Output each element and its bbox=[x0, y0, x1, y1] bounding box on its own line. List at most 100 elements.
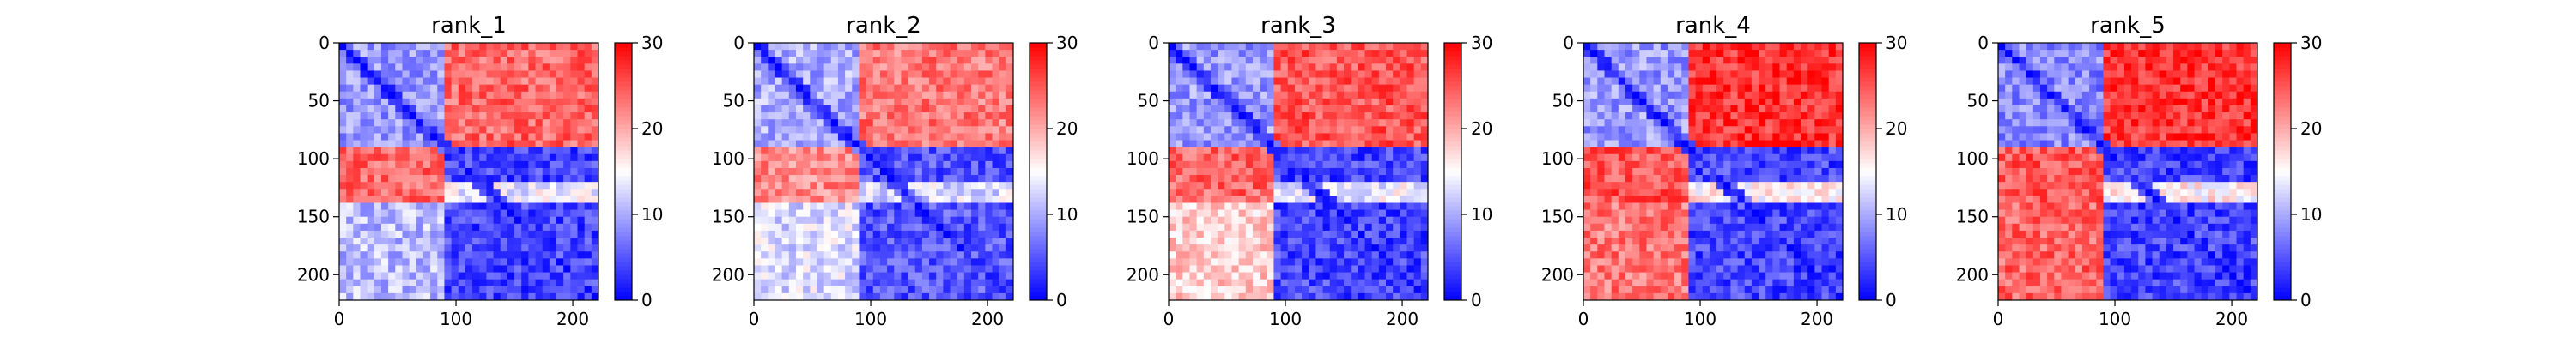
heatmap-cell bbox=[943, 223, 951, 232]
heatmap-cell bbox=[1400, 84, 1407, 93]
heatmap-cell bbox=[845, 251, 853, 259]
heatmap-cell bbox=[1646, 91, 1655, 99]
heatmap-cell bbox=[971, 175, 979, 183]
heatmap-cell bbox=[360, 126, 368, 134]
heatmap-cell bbox=[395, 265, 403, 273]
heatmap-cell bbox=[591, 279, 599, 287]
heatmap-cell bbox=[465, 70, 473, 78]
heatmap-cell bbox=[422, 251, 431, 259]
heatmap-cell bbox=[570, 57, 578, 64]
heatmap-cell bbox=[388, 133, 396, 141]
heatmap-cell bbox=[430, 160, 438, 169]
heatmap-cell bbox=[768, 70, 775, 78]
heatmap-cell bbox=[374, 216, 382, 225]
heatmap-cell bbox=[1814, 70, 1822, 78]
heatmap-cell bbox=[1351, 251, 1358, 259]
heatmap-cell bbox=[921, 244, 930, 252]
heatmap-cell bbox=[1618, 91, 1626, 99]
heatmap-cell bbox=[1378, 258, 1387, 266]
heatmap-cell bbox=[788, 258, 797, 266]
heatmap-cell bbox=[465, 182, 473, 190]
heatmap-cell bbox=[465, 251, 473, 259]
heatmap-cell bbox=[879, 258, 888, 266]
heatmap-cell bbox=[830, 196, 839, 203]
heatmap-cell bbox=[879, 140, 888, 148]
heatmap-cell bbox=[395, 153, 403, 162]
heatmap-cell bbox=[754, 244, 762, 252]
heatmap-cell bbox=[754, 238, 762, 245]
heatmap-cell bbox=[1245, 272, 1254, 280]
heatmap-cell bbox=[549, 77, 557, 86]
heatmap-cell bbox=[1218, 182, 1225, 190]
heatmap-cell bbox=[1176, 189, 1183, 196]
heatmap-cell bbox=[1821, 133, 1830, 141]
heatmap-cell bbox=[788, 292, 797, 301]
heatmap-cell bbox=[1182, 272, 1190, 280]
heatmap-cell bbox=[1336, 292, 1345, 301]
heatmap-cell bbox=[1302, 272, 1309, 280]
heatmap-cell bbox=[367, 112, 375, 120]
heatmap-cell bbox=[1688, 84, 1696, 93]
heatmap-cell bbox=[803, 84, 811, 93]
heatmap-cell bbox=[528, 251, 536, 259]
heatmap-cell bbox=[1611, 63, 1619, 71]
heatmap-cell bbox=[591, 244, 599, 252]
heatmap-cell bbox=[591, 175, 599, 183]
heatmap-cell bbox=[1315, 77, 1323, 86]
heatmap-cell bbox=[380, 265, 389, 273]
heatmap-cell bbox=[971, 167, 979, 176]
heatmap-cell bbox=[1329, 50, 1338, 57]
heatmap-cell bbox=[872, 50, 881, 57]
heatmap-cell bbox=[486, 140, 494, 148]
heatmap-cell bbox=[1176, 209, 1183, 218]
heatmap-cell bbox=[1737, 133, 1746, 141]
heatmap-cell bbox=[1169, 202, 1176, 210]
heatmap-cell bbox=[901, 126, 908, 134]
heatmap-cell bbox=[1315, 279, 1323, 287]
heatmap-cell bbox=[591, 50, 599, 57]
heatmap-cell bbox=[817, 216, 825, 225]
heatmap-cell bbox=[549, 50, 557, 57]
heatmap-cell bbox=[535, 57, 544, 64]
heatmap-cell bbox=[810, 189, 817, 196]
heatmap-cell bbox=[1358, 230, 1365, 238]
heatmap-cell bbox=[1203, 43, 1212, 51]
heatmap-cell bbox=[1287, 189, 1296, 196]
heatmap-cell bbox=[1267, 153, 1274, 162]
heatmap-cell bbox=[1779, 70, 1788, 78]
heatmap-cell bbox=[957, 70, 965, 78]
heatmap-cell bbox=[1309, 175, 1316, 183]
heatmap-cell bbox=[493, 57, 501, 64]
heatmap-cell bbox=[823, 119, 832, 127]
heatmap-cell bbox=[1245, 77, 1254, 86]
heatmap-cell bbox=[388, 251, 396, 259]
heatmap-cell bbox=[563, 279, 571, 287]
heatmap-cell bbox=[817, 244, 825, 252]
heatmap-cell bbox=[1182, 258, 1190, 266]
heatmap-cell bbox=[894, 223, 902, 232]
heatmap-cell bbox=[957, 209, 965, 218]
heatmap-cell bbox=[1744, 112, 1753, 120]
heatmap-cell bbox=[1309, 202, 1316, 210]
heatmap-cell bbox=[963, 223, 972, 232]
heatmap-cell bbox=[444, 57, 452, 64]
heatmap-cell bbox=[465, 292, 473, 301]
heatmap-cell bbox=[422, 84, 431, 93]
heatmap-cell bbox=[1807, 112, 1815, 120]
heatmap-cell bbox=[486, 105, 494, 113]
heatmap-cell bbox=[1344, 126, 1352, 134]
heatmap-cell bbox=[1336, 98, 1345, 106]
heatmap-cell bbox=[1302, 223, 1309, 232]
heatmap-cell bbox=[978, 140, 986, 148]
heatmap-cell bbox=[1210, 272, 1218, 280]
heatmap-cell bbox=[1835, 140, 1844, 148]
heatmap-cell bbox=[879, 279, 888, 287]
heatmap-cell bbox=[894, 196, 902, 203]
heatmap-cell bbox=[1413, 91, 1422, 99]
heatmap-cell bbox=[879, 265, 888, 273]
heatmap-cell bbox=[458, 50, 466, 57]
heatmap-cell bbox=[1751, 119, 1759, 127]
heatmap-cell bbox=[761, 202, 769, 210]
heatmap-cell bbox=[542, 189, 550, 196]
heatmap-cell bbox=[823, 189, 832, 196]
